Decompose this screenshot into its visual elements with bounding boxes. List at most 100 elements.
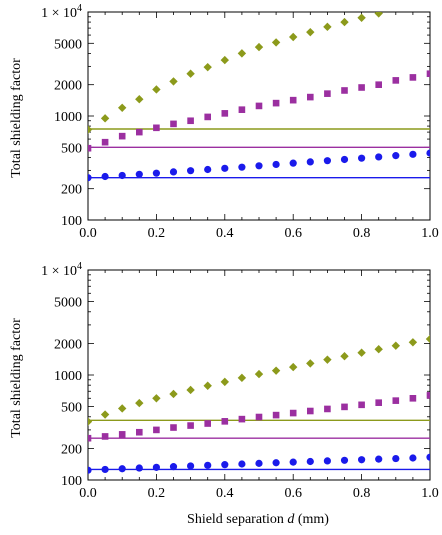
data-point-circle (118, 465, 126, 473)
data-point-square (341, 87, 348, 94)
data-point-circle (221, 164, 229, 172)
data-point-diamond (186, 69, 195, 78)
x-tick-label: 0.8 (353, 226, 371, 241)
data-point-diamond (323, 355, 332, 364)
data-point-circle (392, 152, 400, 160)
data-point-circle (358, 154, 366, 162)
x-tick-label: 0.8 (353, 486, 371, 501)
data-point-circle (169, 168, 178, 176)
data-layer (88, 334, 430, 474)
data-point-diamond (152, 394, 161, 403)
x-tick-label: 0.6 (284, 226, 302, 241)
data-point-circle (426, 453, 430, 461)
data-point-square (170, 120, 177, 128)
data-point-diamond (340, 17, 349, 27)
y-axis-label: Total shielding factor (9, 58, 24, 178)
data-point-diamond (118, 404, 127, 413)
top-chart-panel: 0.0 0.2 0.4 0.6 0.8 1.0 100 200 500 1000 2000 5000 1… (9, 3, 439, 241)
data-point-square (204, 420, 211, 427)
data-point-circle (289, 458, 297, 466)
data-point-circle (340, 456, 349, 464)
x-tick-label: 0.0 (79, 226, 97, 241)
data-point-square (118, 431, 126, 438)
data-point-diamond (88, 417, 93, 426)
data-point-circle (118, 171, 126, 180)
data-point-circle (101, 465, 109, 474)
data-point-square (272, 411, 280, 419)
y-tick-label: 1 × 104 (41, 3, 82, 21)
data-point-diamond (237, 373, 247, 383)
x-tick-label: 1.0 (421, 226, 439, 241)
data-point-circle (392, 454, 400, 463)
data-point-diamond (271, 366, 281, 375)
data-layer (88, 12, 430, 182)
y-tick-label: 5000 (54, 296, 82, 311)
data-point-diamond (135, 95, 144, 104)
data-point-circle (152, 169, 160, 177)
data-point-diamond (203, 62, 212, 72)
x-axis-label-text: Shield separation (187, 512, 287, 527)
data-point-diamond (408, 338, 418, 347)
y-tick-label: 500 (61, 141, 82, 156)
data-point-square (88, 434, 92, 442)
data-point-circle (101, 172, 109, 181)
data-point-square (392, 77, 400, 84)
data-point-circle (255, 459, 263, 467)
x-tick-label: 1.0 (421, 486, 439, 501)
data-point-diamond (88, 125, 93, 134)
data-point-diamond (135, 398, 144, 408)
data-point-square (153, 426, 160, 434)
data-point-diamond (254, 42, 264, 52)
data-point-circle (204, 165, 212, 174)
data-point-diamond (220, 55, 229, 65)
y-tick-label: 200 (61, 183, 82, 198)
data-point-square (392, 397, 400, 404)
data-point-diamond (425, 334, 430, 344)
data-point-square (118, 132, 126, 140)
y-tick-label: 5000 (54, 37, 82, 52)
data-point-diamond (100, 114, 110, 123)
data-point-diamond (271, 38, 281, 47)
data-point-square (221, 110, 229, 117)
data-point-square (136, 128, 143, 136)
data-point-circle (88, 466, 92, 474)
data-point-square (221, 418, 229, 425)
y-tick-label: 500 (61, 401, 82, 416)
data-point-circle (88, 174, 92, 182)
data-point-circle (135, 170, 143, 178)
data-point-diamond (357, 348, 366, 357)
data-point-circle (306, 158, 314, 166)
data-point-diamond (374, 345, 383, 354)
data-point-square (101, 138, 109, 146)
y-tick-label: 100 (61, 214, 82, 229)
y-tick-label: 2000 (54, 79, 82, 94)
data-point-circle (289, 159, 297, 167)
data-point-square (238, 415, 246, 423)
data-point-square (255, 102, 263, 110)
data-point-circle (409, 454, 417, 462)
data-point-square (324, 90, 331, 97)
y-tick-exponent: 4 (77, 261, 82, 272)
x-tick-label: 0.0 (79, 486, 97, 501)
data-point-diamond (340, 352, 349, 361)
y-tick-label: 100 (61, 474, 82, 489)
data-point-circle (152, 463, 160, 471)
x-tick-label: 0.4 (216, 226, 234, 241)
data-point-square (170, 424, 177, 431)
data-point-circle (272, 160, 280, 169)
x-tick-label: 0.2 (148, 486, 166, 501)
data-point-square (324, 405, 331, 413)
y-tick-label: 1 × 104 (41, 261, 82, 279)
data-point-circle (221, 461, 229, 469)
data-point-square (375, 81, 382, 88)
data-point-diamond (289, 362, 298, 372)
y-tick-label: 2000 (54, 337, 82, 352)
data-point-diamond (357, 13, 366, 22)
data-point-square (358, 401, 365, 409)
data-point-diamond (169, 389, 178, 399)
data-point-square (204, 113, 211, 121)
x-tick-label: 0.6 (284, 486, 302, 501)
data-point-circle (204, 461, 212, 469)
data-point-circle (272, 459, 280, 467)
data-point-square (289, 409, 297, 417)
